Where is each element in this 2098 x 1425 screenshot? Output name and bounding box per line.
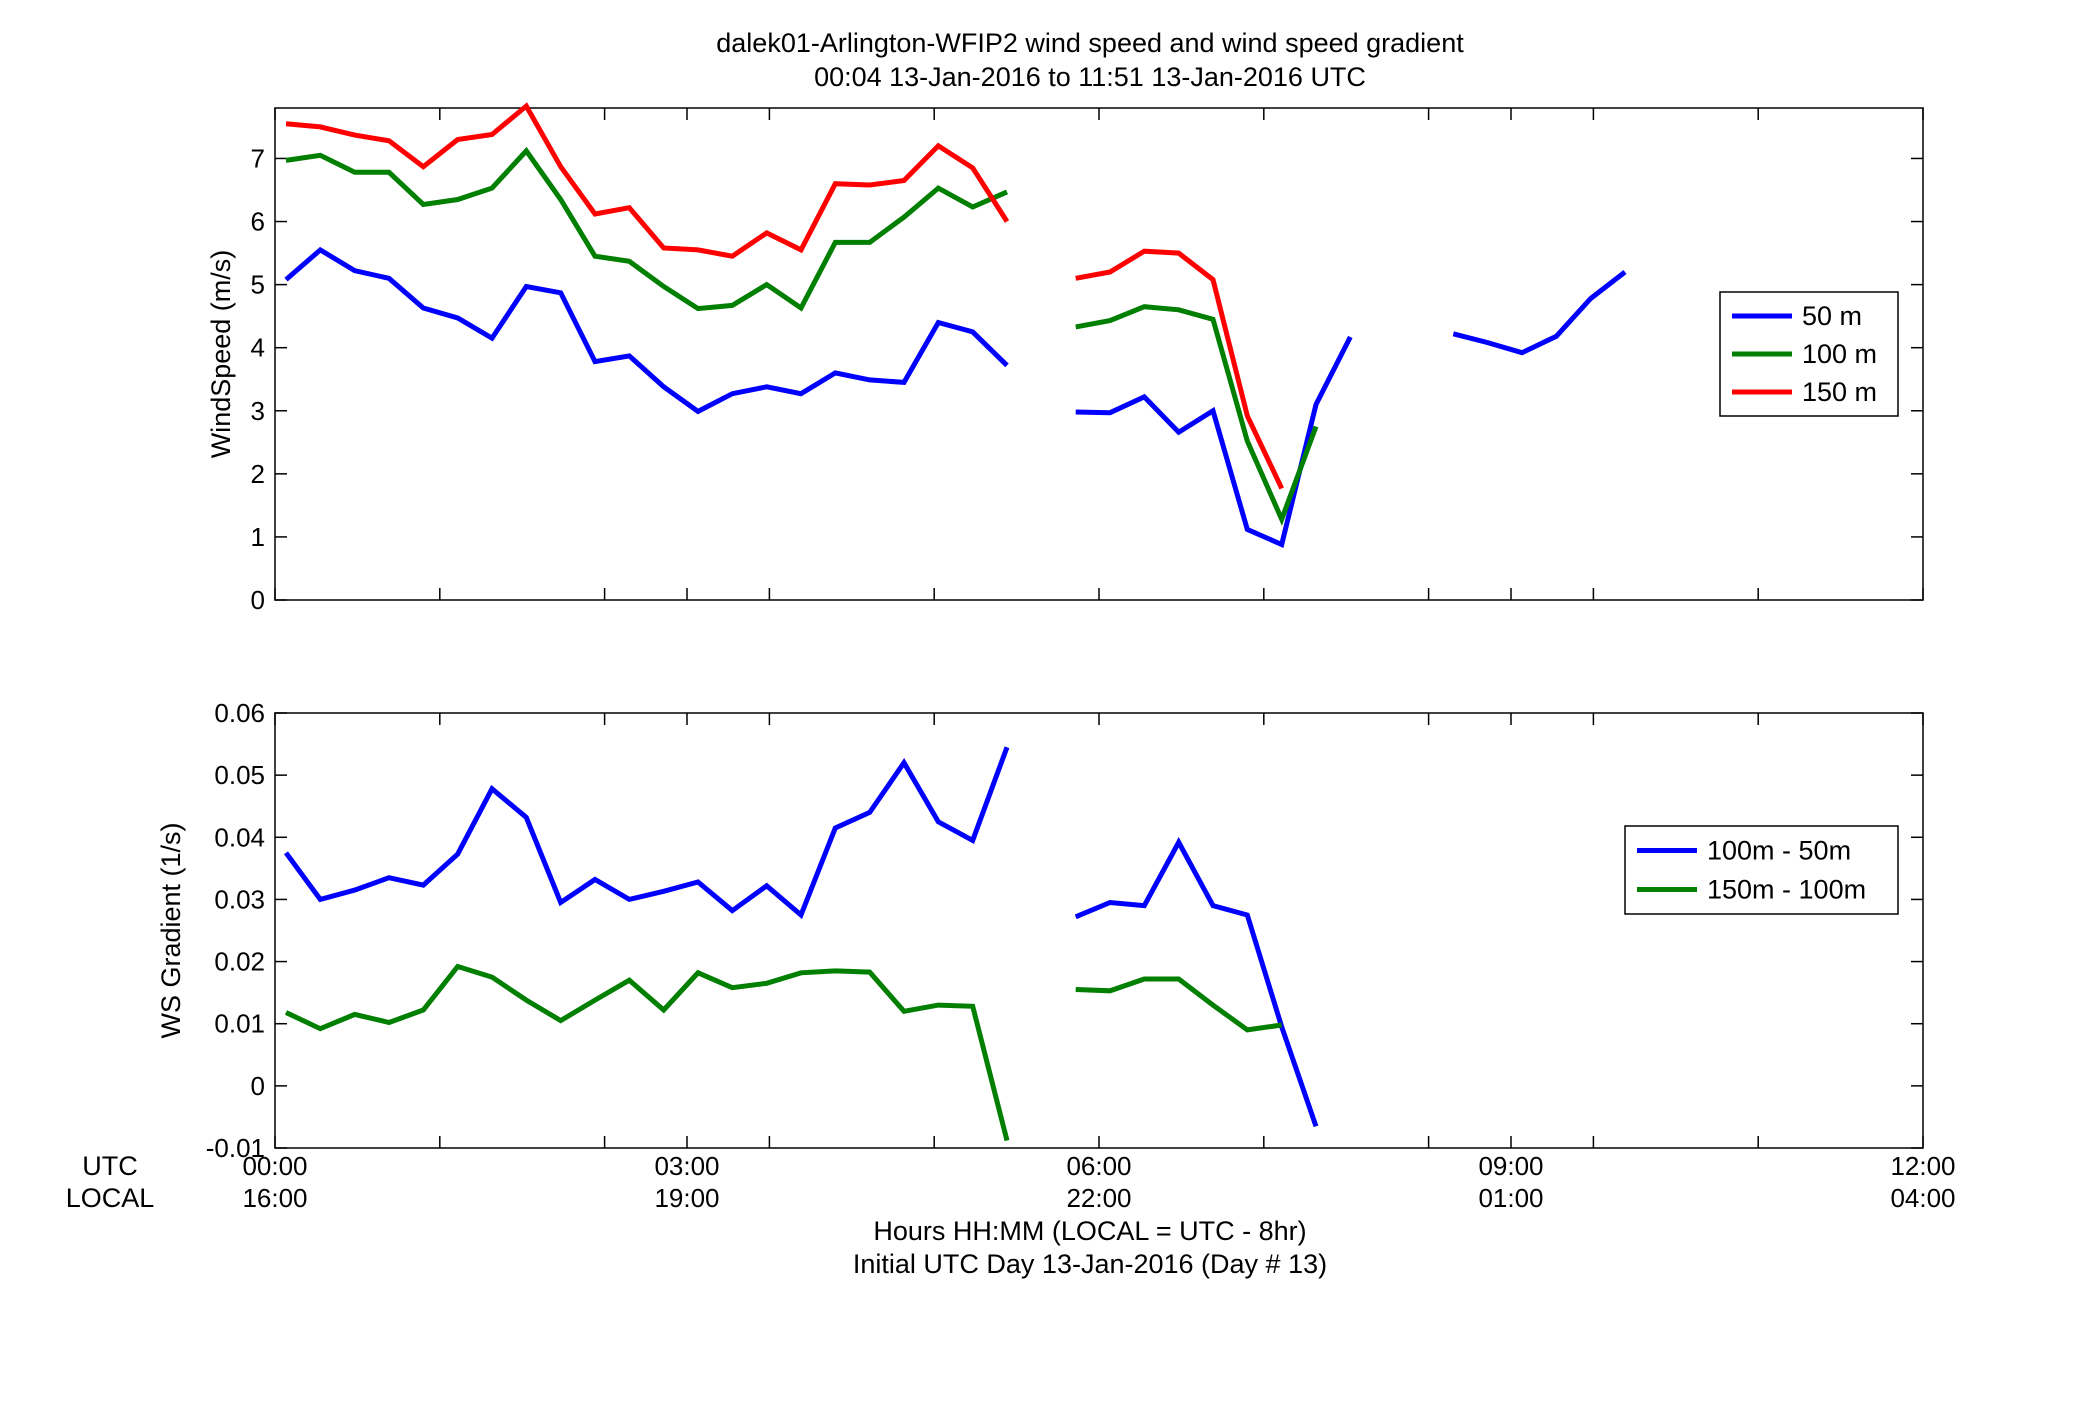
x-tick-label-local: 04:00 <box>1890 1183 1955 1213</box>
wind-gradient-legend-label: 150m - 100m <box>1707 875 1866 905</box>
wind-gradient-y-tick-label: 0.01 <box>214 1009 265 1039</box>
wind-speed-y-axis-label: WindSpeed (m/s) <box>206 250 236 459</box>
wind-speed-series-50m-line <box>284 246 1009 415</box>
wind-speed-series-150m-line <box>1075 248 1284 490</box>
x-tick-label-utc: 00:00 <box>242 1151 307 1181</box>
wind-speed-y-tick-label: 4 <box>251 333 265 363</box>
wind-gradient-y-tick-label: 0 <box>251 1071 265 1101</box>
wind-gradient-y-tick-label: 0.05 <box>214 760 265 790</box>
wind-speed-series-50m-line <box>1452 270 1627 356</box>
x-tick-label-local: 22:00 <box>1066 1183 1131 1213</box>
x-axis-label-line1: Hours HH:MM (LOCAL = UTC - 8hr) <box>873 1216 1306 1246</box>
wind-speed-legend-label: 100 m <box>1802 339 1877 369</box>
wind-speed-series-100m-line <box>285 146 1009 312</box>
x-tick-label-utc: 12:00 <box>1890 1151 1955 1181</box>
x-row-label-utc: UTC <box>82 1151 138 1181</box>
wind-gradient-y-tick-label: 0.04 <box>214 822 265 852</box>
wind-speed-series-150m-line <box>285 102 1010 259</box>
wind-speed-legend: 50 m 100 m 150 m <box>1719 291 1899 417</box>
wind-gradient-y-tick-label: -0.01 <box>206 1133 265 1163</box>
wind-speed-y-tick-label: 0 <box>251 585 265 615</box>
wind-speed-panel: 0 1 2 3 4 5 6 7 WindSpeed (m/s) 50 m 100 m 150 m <box>206 102 1924 615</box>
wind-gradient-y-tick-label: 0.03 <box>214 884 265 914</box>
figure-title-line1: dalek01-Arlington-WFIP2 wind speed and w… <box>716 28 1464 58</box>
x-tick-label-utc: 09:00 <box>1478 1151 1543 1181</box>
wind-speed-y-tick-label: 2 <box>251 459 265 489</box>
wind-speed-y-tick-label: 7 <box>251 143 265 173</box>
wind-speed-legend-label: 50 m <box>1802 301 1862 331</box>
wind-speed-y-tick-label: 1 <box>251 522 265 552</box>
wind-speed-legend-label: 150 m <box>1802 377 1877 407</box>
wind-gradient-series-100m-50m-line <box>283 746 1010 920</box>
wind-speed-y-tick-label: 3 <box>251 396 265 426</box>
x-tick-labels: 00:00 03:00 06:00 09:00 12:00 16:00 19:00 22:00… <box>242 1151 1955 1213</box>
x-tick-label-utc: 06:00 <box>1066 1151 1131 1181</box>
x-tick-label-local: 16:00 <box>242 1183 307 1213</box>
wind-gradient-legend: 100m - 50m 150m - 100m <box>1624 825 1899 915</box>
wind-gradient-series-150m-100m-line <box>1075 976 1283 1033</box>
wind-gradient-y-axis-label: WS Gradient (1/s) <box>156 822 186 1038</box>
x-tick-label-utc: 03:00 <box>654 1151 719 1181</box>
x-axis-label-line2: Initial UTC Day 13-Jan-2016 (Day # 13) <box>853 1249 1327 1279</box>
x-row-label-local: LOCAL <box>66 1183 155 1213</box>
wind-speed-y-tick-label: 5 <box>251 270 265 300</box>
wind-gradient-y-tick-label: 0.06 <box>214 698 265 728</box>
wind-gradient-legend-label: 100m - 50m <box>1707 836 1851 866</box>
x-tick-label-local: 01:00 <box>1478 1183 1543 1213</box>
wind-speed-y-tick-label: 6 <box>251 207 265 237</box>
wind-gradient-series-100m-50m-line <box>1074 837 1319 1128</box>
x-tick-label-local: 19:00 <box>654 1183 719 1213</box>
wind-speed-series-100m-line <box>1075 304 1319 526</box>
wind-gradient-legend-box <box>1624 825 1899 915</box>
wind-gradient-axes-box <box>274 712 1924 1149</box>
wind-gradient-panel: -0.01 0 0.01 0.02 0.03 0.04 0.05 0.06 WS Gradien… <box>156 698 1924 1163</box>
wind-speed-axes-box <box>274 107 1924 601</box>
wind-gradient-series-150m-100m-line <box>284 963 1010 1142</box>
figure-title-line2: 00:04 13-Jan-2016 to 11:51 13-Jan-2016 U… <box>814 62 1366 92</box>
wind-gradient-y-tick-label: 0.02 <box>214 947 265 977</box>
